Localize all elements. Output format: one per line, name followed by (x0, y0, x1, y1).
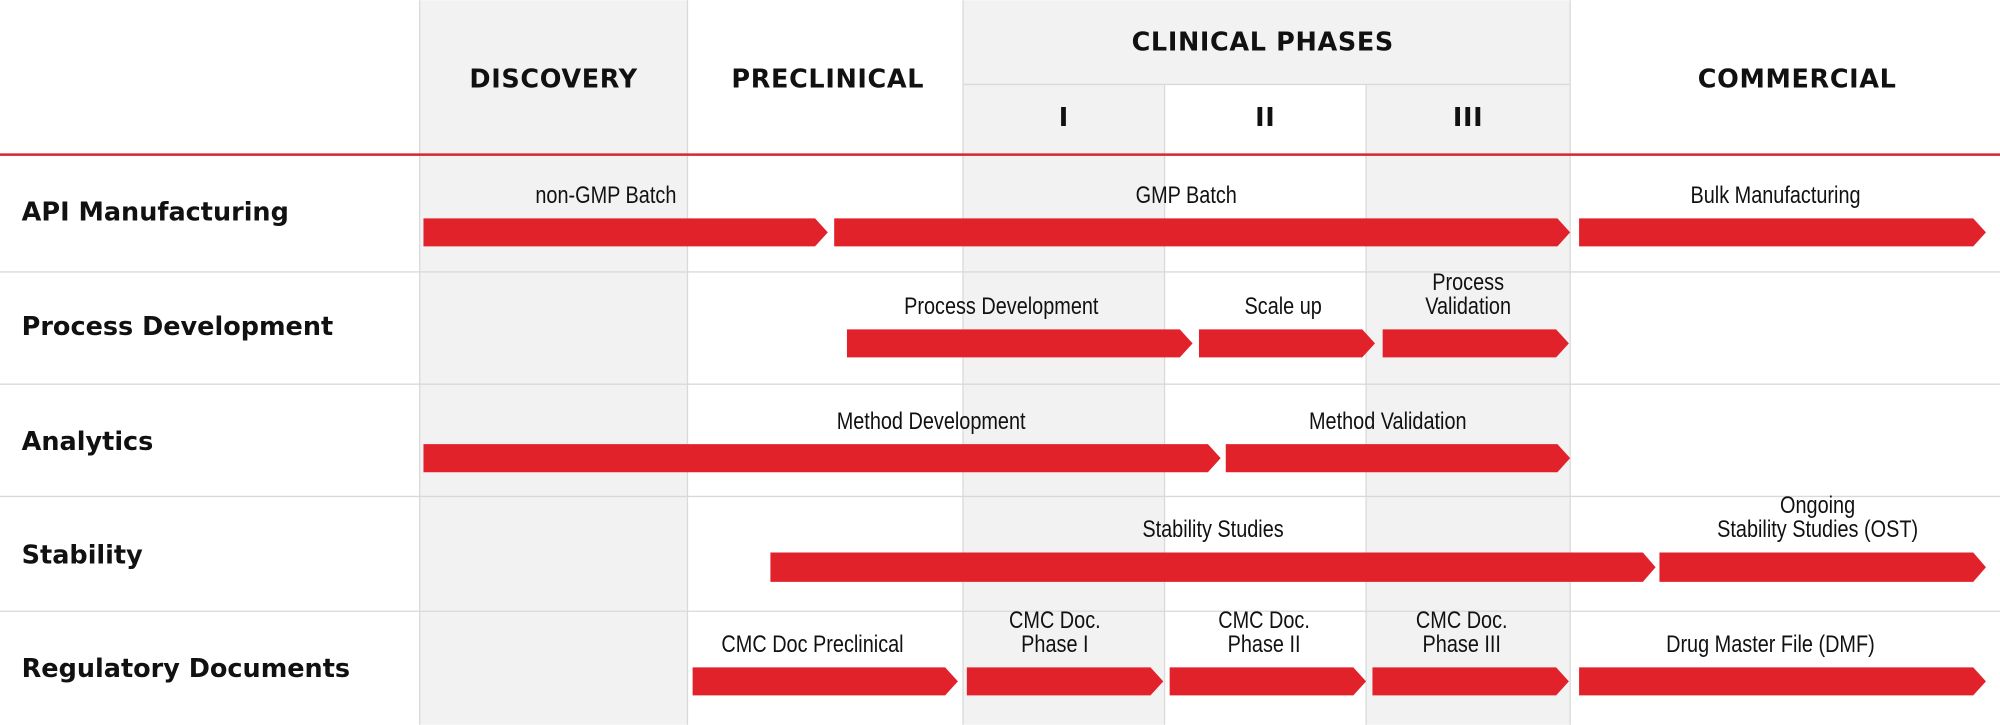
bar-label: Phase II (1228, 630, 1301, 657)
bar-label: Scale up (1244, 292, 1321, 319)
phase-arrow (1579, 218, 1986, 247)
column-header: DISCOVERY (469, 65, 637, 95)
bar-label: Process Development (904, 292, 1098, 319)
phase-arrow (1372, 667, 1569, 696)
bar-label: CMC Doc. (1416, 606, 1508, 633)
bar-label-group: Method Validation (1309, 407, 1467, 434)
row-label: Analytics (22, 427, 154, 457)
bar-label-group: CMC Doc. (1009, 606, 1101, 633)
bar-label-group: CMC Doc. (1218, 606, 1310, 633)
discovery-shade (419, 0, 688, 725)
phase-header: II (1255, 103, 1275, 133)
row-label: Stability (22, 540, 143, 570)
phase-arrow (423, 218, 828, 247)
clinical-shade (963, 0, 1571, 85)
bar-label-group: Method Development (837, 407, 1026, 434)
bar-label: CMC Doc. (1218, 606, 1310, 633)
bar-label: Ongoing (1780, 491, 1855, 518)
column-header: COMMERCIAL (1698, 65, 1897, 95)
bar-label: Stability Studies (1142, 515, 1283, 542)
phase-arrow (1225, 444, 1571, 473)
bar-label: Process (1432, 268, 1504, 295)
bar-label-group: GMP Batch (1136, 181, 1237, 208)
bar-label-group: Bulk Manufacturing (1690, 181, 1860, 208)
bar-label-group: CMC Doc Preclinical (721, 630, 903, 657)
bar-label-group: Stability Studies (OST) (1717, 515, 1918, 542)
bar-label: Drug Master File (DMF) (1666, 630, 1875, 657)
bar-label-group: Scale up (1244, 292, 1321, 319)
phase-arrow (834, 218, 1571, 247)
bar-label-group: Phase II (1228, 630, 1301, 657)
bar-label: non-GMP Batch (535, 181, 676, 208)
row-label: Process Development (22, 312, 334, 342)
bar-label: Phase I (1021, 630, 1088, 657)
phase-arrow (966, 667, 1164, 696)
bar-label: Stability Studies (OST) (1717, 515, 1918, 542)
bar-label-group: Process (1432, 268, 1504, 295)
bar-label: Phase III (1423, 630, 1501, 657)
bar-label-group: Drug Master File (DMF) (1666, 630, 1875, 657)
bar-label: GMP Batch (1136, 181, 1237, 208)
phase-arrow (423, 444, 1221, 473)
bar-label: CMC Doc. (1009, 606, 1101, 633)
bar-label-group: Phase I (1021, 630, 1088, 657)
phase-arrow (1579, 667, 1986, 696)
column-header: PRECLINICAL (731, 65, 924, 95)
column-header: CLINICAL PHASES (1132, 28, 1394, 58)
phase-arrow (1382, 329, 1569, 358)
phase-arrow (846, 329, 1193, 358)
bar-label-group: Validation (1425, 292, 1511, 319)
bar-label-group: Phase III (1423, 630, 1501, 657)
row-label: API Manufacturing (22, 197, 289, 227)
phase-arrow (1198, 329, 1375, 358)
bar-label-group: Stability Studies (1142, 515, 1283, 542)
phase-arrow (1659, 552, 1986, 582)
phase-arrow (770, 552, 1656, 582)
phase1-shade (963, 84, 1165, 725)
row-label: Regulatory Documents (22, 654, 350, 684)
bar-label: Bulk Manufacturing (1690, 181, 1860, 208)
phase-header: III (1453, 103, 1483, 133)
bar-label: Method Validation (1309, 407, 1467, 434)
phase3-shade (1366, 84, 1571, 725)
bar-label: CMC Doc Preclinical (721, 630, 903, 657)
bar-label-group: non-GMP Batch (535, 181, 676, 208)
bar-label-group: Ongoing (1780, 491, 1855, 518)
phase-arrow (1169, 667, 1367, 696)
bar-label-group: Process Development (904, 292, 1098, 319)
phase-arrow (692, 667, 958, 696)
phase-header: I (1059, 103, 1069, 133)
bar-label: Validation (1425, 292, 1511, 319)
bar-label: Method Development (837, 407, 1026, 434)
bar-label-group: CMC Doc. (1416, 606, 1508, 633)
